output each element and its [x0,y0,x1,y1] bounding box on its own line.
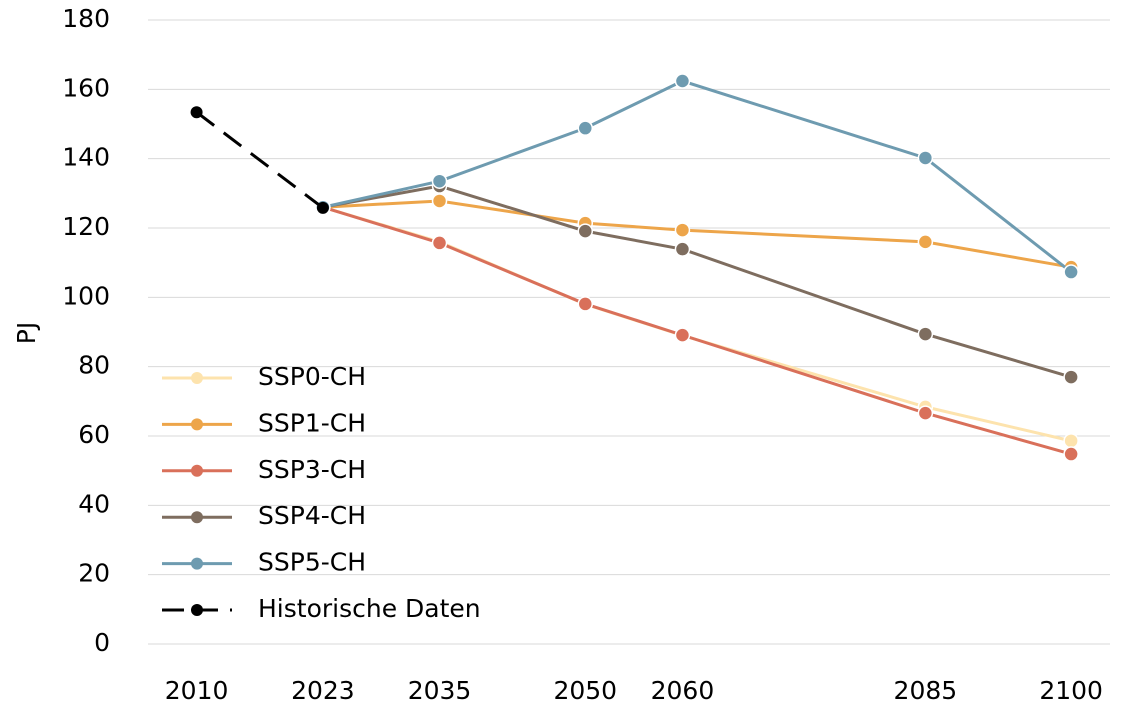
legend-marker [191,511,203,524]
series-line [195,111,324,210]
series-line [322,199,1072,269]
data-point [577,120,594,136]
y-tick-label: 0 [94,628,110,657]
y-tick-label: 120 [62,212,110,241]
legend-marker [191,604,203,616]
series-line [322,79,1073,274]
y-tick-label: 100 [62,281,110,310]
data-point [1063,369,1079,385]
legend-label: SSP4-CH [258,501,366,530]
legend-marker [191,372,203,384]
x-tick-label: 2023 [291,676,355,705]
data-point [1063,264,1079,280]
x-tick-label: 2035 [408,676,472,705]
series-line [322,205,1072,456]
x-tick-label: 2085 [894,676,958,705]
legend-marker [191,464,203,477]
data-point [674,241,691,257]
y-tick-label: 40 [78,489,110,518]
legend-marker [191,557,203,570]
data-point [431,193,448,209]
data-point [190,106,203,119]
legend-label: SSP0-CH [258,362,366,391]
x-tick-label: 2010 [165,676,229,705]
data-point [674,327,691,343]
y-axis-label: PJ [12,322,41,344]
y-tick-label: 60 [78,420,110,449]
data-point [674,73,691,89]
y-tick-label: 140 [62,143,110,172]
data-point [1063,446,1079,462]
data-point [917,405,934,421]
series-line [322,184,1072,379]
y-tick-label: 80 [78,351,110,380]
legend-label: SSP5-CH [258,548,366,577]
data-point [917,150,934,166]
data-point [674,222,691,238]
x-tick-label: 2060 [651,676,715,705]
data-point [431,235,448,251]
legend-label: SSP1-CH [258,408,366,437]
y-tick-label: 160 [62,73,110,102]
data-point [577,296,594,312]
legend-label: Historische Daten [258,594,481,623]
y-tick-label: 20 [78,559,110,588]
legend-marker [191,418,203,431]
data-point [431,173,448,189]
x-tick-label: 2050 [553,676,617,705]
data-point [577,223,594,239]
legend-label: SSP3-CH [258,455,366,484]
data-point [1063,433,1079,449]
x-tick-label: 2100 [1039,676,1103,705]
data-point [316,201,329,214]
data-point [917,326,934,342]
data-point [917,234,934,250]
y-tick-label: 180 [62,4,110,33]
